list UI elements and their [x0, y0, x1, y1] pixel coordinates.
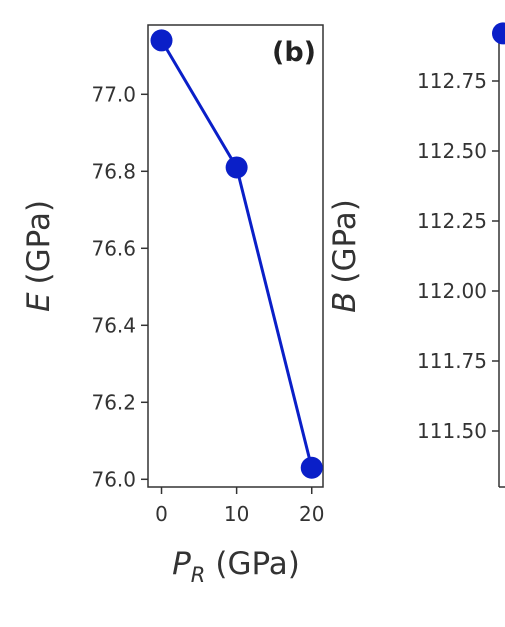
y-tick-label-left: 76.0: [91, 467, 136, 491]
data-point-left: [150, 29, 173, 52]
y-axis-label-left: E (GPa): [21, 200, 57, 312]
y-axis-unit-left: (GPa): [21, 200, 57, 285]
y-axis-label-right: B (GPa): [327, 199, 363, 313]
y-tick-label-left: 77.0: [91, 82, 136, 106]
data-point-left: [225, 156, 248, 179]
panel-c-partial: 111.50 111.75 112.00 112.25 112.50 112.75 B (G…: [327, 22, 505, 488]
x-tick-label-left: 0: [155, 502, 168, 526]
y-tick-label-left: 76.2: [91, 390, 136, 414]
x-tick-label-left: 20: [299, 502, 324, 526]
panel-b: 76.0 76.2 76.4 76.6 76.8 77.0 0 10 20 (b) E (GPa…: [21, 24, 324, 587]
y-tick-label-right: 112.50: [417, 139, 487, 163]
series-left: [150, 29, 323, 479]
y-tick-label-left: 76.4: [91, 313, 136, 337]
y-ticks-right: 111.50 111.75 112.00 112.25 112.50 112.75: [417, 69, 499, 443]
series-right: [492, 22, 505, 45]
series-line-left: [160, 39, 314, 469]
y-ticks-left: 76.0 76.2 76.4 76.6 76.8 77.0: [91, 82, 148, 491]
y-tick-label-right: 112.25: [417, 209, 487, 233]
x-axis-label-left: PR (GPa): [172, 546, 300, 587]
y-axis-symbol-right: B: [327, 292, 363, 313]
y-tick-label-right: 111.50: [417, 419, 487, 443]
y-tick-label-right: 112.00: [417, 279, 487, 303]
data-point-left: [300, 456, 323, 479]
y-tick-label-left: 76.8: [91, 159, 136, 183]
x-axis-symbol-left: P: [172, 546, 191, 582]
y-axis-symbol-left: E: [21, 292, 57, 312]
x-ticks-left: 0 10 20: [155, 487, 324, 526]
x-axis-unit-left: (GPa): [215, 546, 300, 582]
y-tick-label-right: 112.75: [417, 69, 487, 93]
x-tick-label-left: 10: [224, 502, 249, 526]
y-tick-label-right: 111.75: [417, 349, 487, 373]
x-axis-subscript-left: R: [191, 563, 206, 587]
y-axis-unit-right: (GPa): [327, 199, 363, 284]
y-tick-label-left: 76.6: [91, 236, 136, 260]
data-point-right: [492, 22, 505, 45]
panel-label: (b): [272, 37, 316, 68]
plot-frame-left: [147, 24, 324, 488]
